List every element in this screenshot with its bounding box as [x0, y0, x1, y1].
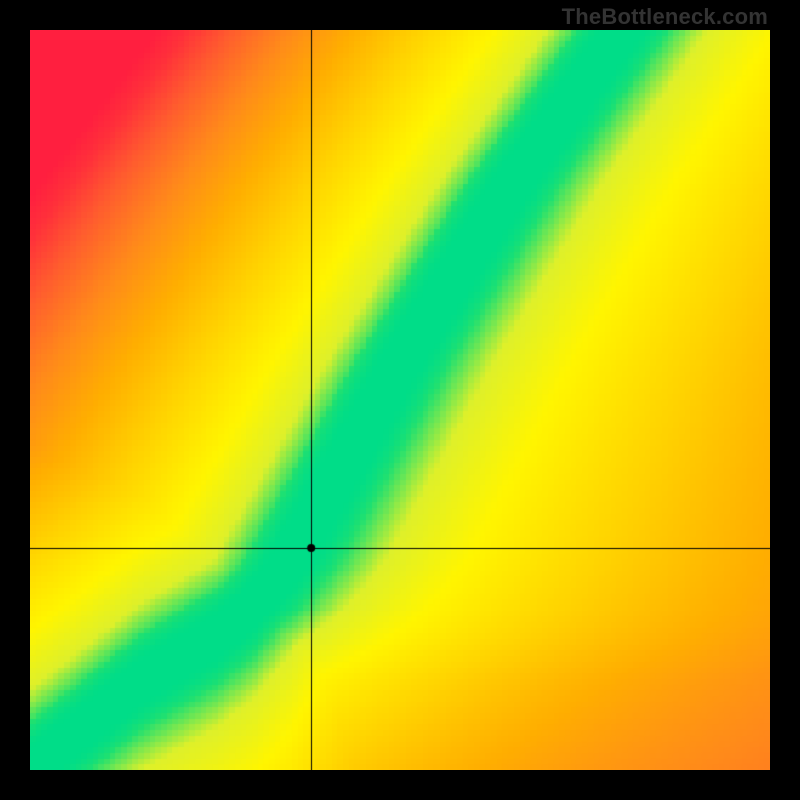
chart-container: { "watermark": "TheBottleneck.com", "plo… — [0, 0, 800, 800]
heatmap-canvas — [30, 30, 770, 770]
watermark-text: TheBottleneck.com — [562, 4, 768, 30]
